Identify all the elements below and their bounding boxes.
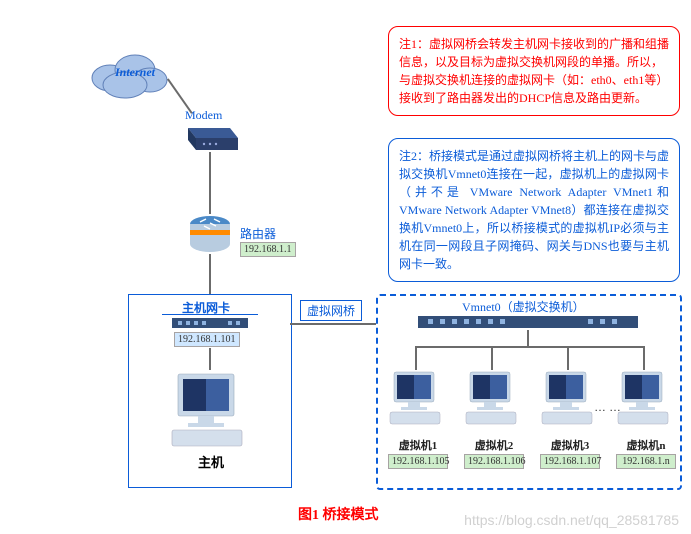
- vm-ip: 192.168.1.106: [464, 454, 524, 469]
- vm-pc-icon: [388, 370, 444, 432]
- vm-pc-icon: [464, 370, 520, 432]
- vm-name: 虚拟机1: [388, 437, 448, 453]
- host-label: 主机: [198, 452, 224, 471]
- vmnet-switch-icon: [418, 316, 638, 330]
- note-1: 注1：虚拟网桥会转发主机网卡接收到的广播和组播信息，以及目标为虚拟交换机网段的单…: [388, 26, 680, 116]
- vm-name: 虚拟机2: [464, 437, 524, 453]
- modem-label: Modem: [185, 108, 222, 123]
- watermark: https://blog.csdn.net/qq_28581785: [464, 512, 679, 528]
- vm-name: 虚拟机n: [616, 437, 676, 453]
- host-pc-icon: [168, 370, 252, 450]
- note-2: 注2：桥接模式是通过虚拟网桥将主机上的网卡与虚拟交换机Vmnet0连接在一起，虚…: [388, 138, 680, 282]
- vm-name: 虚拟机3: [540, 437, 600, 453]
- vm-pc-icon: [616, 370, 672, 432]
- figure-caption: 图1 桥接模式: [298, 504, 379, 524]
- host-nic-underline: [162, 314, 258, 315]
- host-switch-icon: [172, 318, 248, 330]
- router-icon: [186, 214, 234, 256]
- vm-ip: 192.168.1.107: [540, 454, 600, 469]
- vmnet-label: Vmnet0（虚拟交换机）: [462, 298, 585, 315]
- bridge-label: 虚拟网桥: [303, 302, 359, 319]
- bridge-label-box: 虚拟网桥: [300, 300, 362, 321]
- vm-ip: 192.168.1.n: [616, 454, 676, 469]
- router-label: 路由器: [240, 225, 276, 242]
- modem-icon: [180, 120, 240, 154]
- vm-ip: 192.168.1.105: [388, 454, 448, 469]
- router-ip: 192.168.1.1: [240, 242, 296, 257]
- host-ip: 192.168.1.101: [174, 332, 240, 347]
- vm-pc-icon: [540, 370, 596, 432]
- internet-label: Internet: [115, 65, 155, 80]
